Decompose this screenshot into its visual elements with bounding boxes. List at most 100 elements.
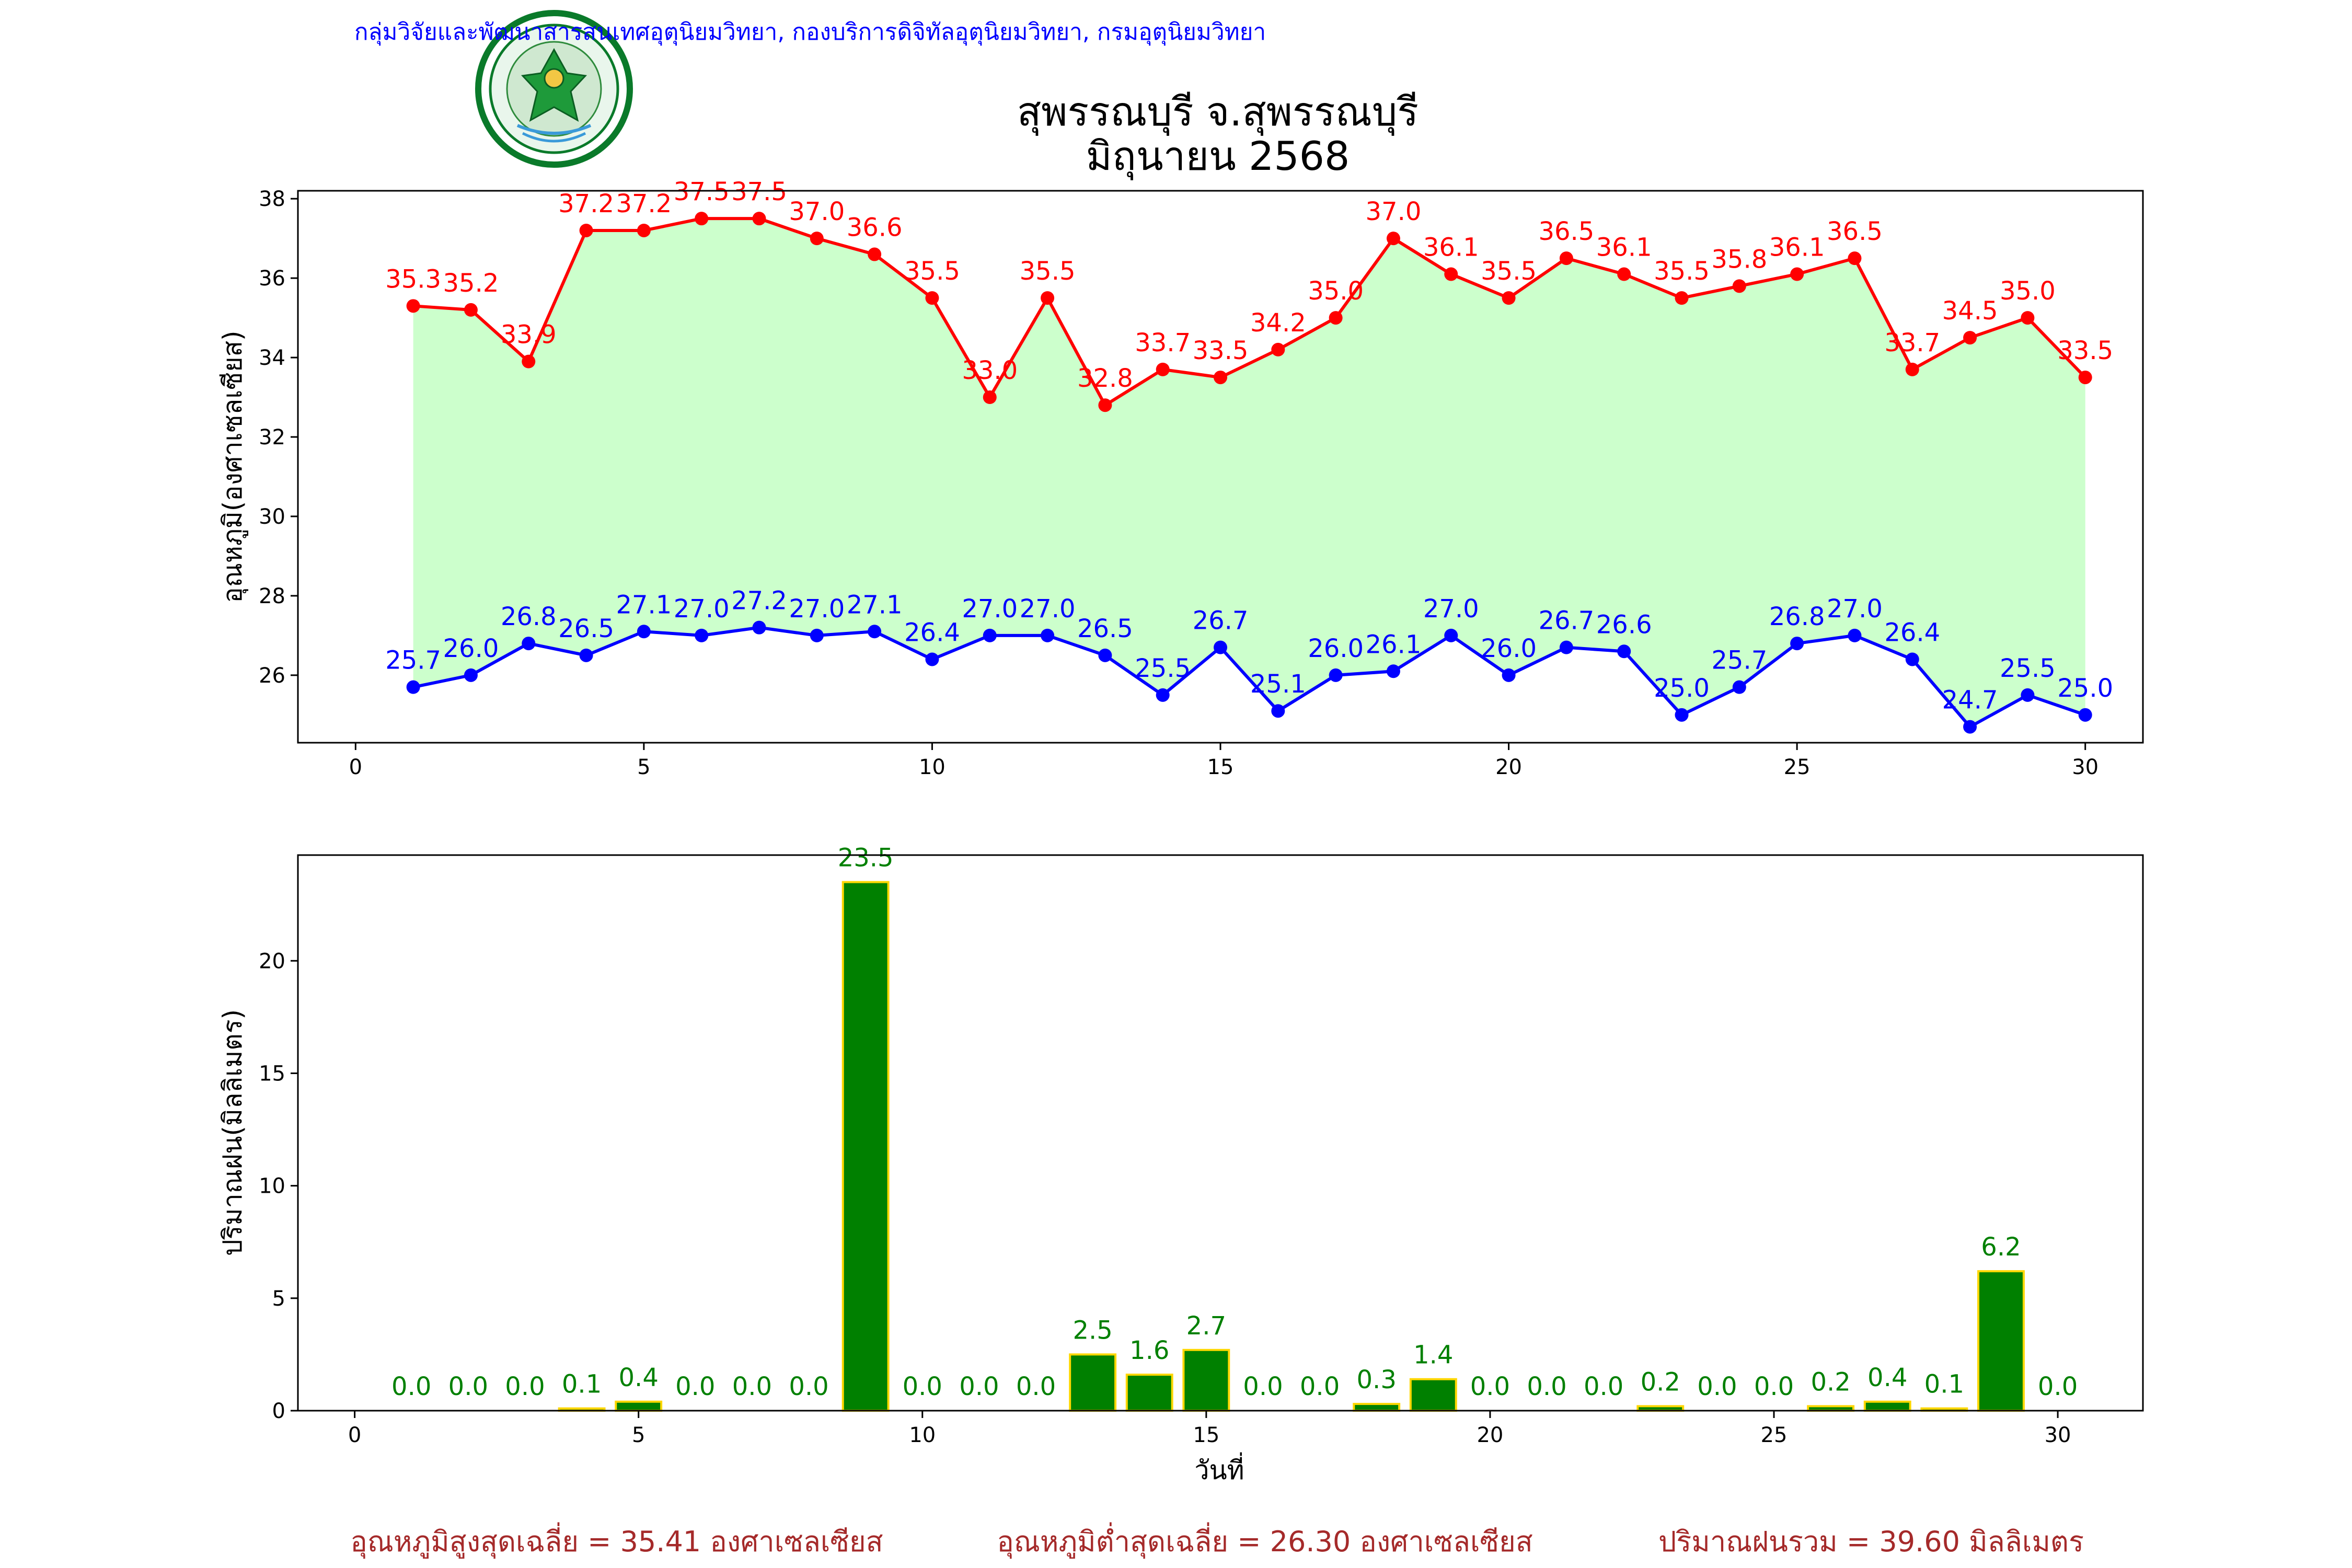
max-temp-point bbox=[810, 232, 824, 246]
temperature-y-tick-label: 38 bbox=[259, 187, 285, 211]
rainfall-bar-label: 0.0 bbox=[1697, 1372, 1737, 1401]
rainfall-x-tick-label: 30 bbox=[2045, 1423, 2071, 1447]
max-temp-label: 37.0 bbox=[789, 197, 845, 226]
temperature-x-tick-label: 5 bbox=[637, 755, 650, 779]
max-temp-point bbox=[464, 303, 478, 317]
min-temp-point bbox=[2078, 708, 2092, 722]
min-temp-point bbox=[637, 625, 651, 639]
rainfall-bar-label: 0.0 bbox=[675, 1372, 715, 1401]
min-temp-label: 26.4 bbox=[1884, 618, 1940, 647]
rainfall-bar bbox=[1125, 1374, 1173, 1412]
max-temp-label: 36.1 bbox=[1423, 233, 1479, 262]
max-temp-point bbox=[1156, 362, 1170, 376]
min-temp-label: 24.7 bbox=[1942, 686, 1998, 715]
min-temp-point bbox=[695, 628, 709, 642]
rainfall-bar bbox=[1353, 1403, 1401, 1412]
temperature-chart: 35.3 35.233.937.2 37.2 37.5 37.537.036.635.5… bbox=[217, 177, 2144, 779]
max-temp-label: 36.1 bbox=[1596, 233, 1652, 262]
min-temp-point bbox=[1675, 708, 1689, 722]
rainfall-bar-label: 0.0 bbox=[1243, 1372, 1283, 1401]
rainfall-bar-label: 0.4 bbox=[1867, 1363, 1907, 1392]
max-temp-label: 33.5 bbox=[1193, 336, 1249, 365]
rainfall-bar-label: 1.6 bbox=[1129, 1336, 1169, 1365]
min-temp-label: 25.5 bbox=[2000, 654, 2056, 683]
rainfall-bar-label: 0.0 bbox=[1527, 1372, 1566, 1401]
max-temp-label: 33.5 bbox=[2057, 336, 2113, 365]
rainfall-bar bbox=[1977, 1270, 2025, 1412]
rainfall-bar-label: 0.1 bbox=[562, 1370, 602, 1399]
min-temp-point bbox=[1271, 704, 1285, 718]
min-temp-label: 27.1 bbox=[616, 590, 672, 619]
rainfall-bar-label: 0.0 bbox=[391, 1372, 431, 1401]
min-temp-point bbox=[1041, 628, 1055, 642]
min-temp-point bbox=[1732, 680, 1746, 694]
max-temp-label: 35.8 bbox=[1711, 245, 1767, 274]
min-temp-point bbox=[925, 652, 939, 666]
rainfall-x-tick-label: 10 bbox=[909, 1423, 936, 1447]
max-temp-label: 37.0 bbox=[1366, 197, 1422, 226]
rainfall-bar-label: 0.0 bbox=[1470, 1372, 1510, 1401]
max-temp-point bbox=[522, 354, 536, 368]
max-temp-line bbox=[413, 217, 2086, 408]
max-temp-label: 36.1 bbox=[1769, 233, 1825, 262]
max-temp-label: 35.3 bbox=[385, 264, 441, 294]
rainfall-bar-label: 0.0 bbox=[505, 1372, 545, 1401]
min-temp-label: 26.0 bbox=[443, 634, 499, 663]
min-temp-label: 26.7 bbox=[1538, 606, 1594, 636]
max-temp-label: 34.5 bbox=[1942, 296, 1998, 326]
rainfall-bar-label: 0.2 bbox=[1641, 1367, 1680, 1397]
max-temp-point bbox=[1502, 291, 1516, 305]
min-temp-line bbox=[413, 626, 2086, 729]
rainfall-x-tick-label: 20 bbox=[1477, 1423, 1503, 1447]
min-temp-point bbox=[1848, 628, 1862, 642]
rainfall-bar-label: 0.3 bbox=[1357, 1365, 1397, 1394]
temperature-range-fill bbox=[413, 218, 2085, 727]
min-temp-label: 26.1 bbox=[1366, 630, 1422, 659]
chart-title: สุพรรณบุรี จ.สุพรรณบุรี bbox=[1017, 88, 1419, 136]
rainfall-bar bbox=[1409, 1378, 1457, 1412]
max-temp-label: 33.9 bbox=[501, 320, 557, 350]
min-temp-point bbox=[1156, 688, 1170, 702]
rainfall-bar-label: 2.5 bbox=[1073, 1316, 1112, 1345]
min-temp-label: 25.5 bbox=[1135, 654, 1191, 683]
rainfall-y-tick-label: 0 bbox=[272, 1399, 285, 1423]
rainfall-bar-label: 2.7 bbox=[1186, 1311, 1226, 1341]
min-temp-label: 26.8 bbox=[501, 602, 557, 631]
rainfall-bar-label: 0.0 bbox=[1584, 1372, 1623, 1401]
rainfall-bar-label: 0.0 bbox=[1016, 1372, 1056, 1401]
rainfall-bar-label: 0.0 bbox=[732, 1372, 772, 1401]
rainfall-bar bbox=[1069, 1353, 1117, 1412]
max-temp-label: 35.5 bbox=[1481, 257, 1537, 286]
rainfall-bar-label: 23.5 bbox=[838, 844, 894, 873]
min-temp-point bbox=[1444, 628, 1458, 642]
max-temp-label: 33.0 bbox=[962, 356, 1018, 385]
rainfall-bar-label: 0.0 bbox=[1754, 1372, 1794, 1401]
max-temp-label: 37.5 bbox=[674, 177, 730, 206]
rainfall-y-axis-label: ปริมาณฝน(มิลลิเมตร) bbox=[217, 1009, 248, 1256]
temperature-x-tick-label: 20 bbox=[1495, 755, 1522, 779]
min-temp-label: 26.5 bbox=[558, 614, 614, 643]
min-temp-label: 26.0 bbox=[1308, 634, 1364, 663]
min-temp-label: 27.2 bbox=[731, 586, 787, 616]
max-temp-point bbox=[1675, 291, 1689, 305]
max-temp-label: 35.5 bbox=[904, 257, 960, 286]
rainfall-bar-label: 0.0 bbox=[448, 1372, 488, 1401]
max-temp-point bbox=[1732, 279, 1746, 293]
max-temp-point bbox=[1848, 251, 1862, 266]
min-temp-point bbox=[810, 628, 824, 642]
temperature-y-tick-label: 32 bbox=[259, 425, 285, 449]
max-temp-label: 36.5 bbox=[1827, 217, 1883, 246]
max-temp-label: 37.5 bbox=[731, 177, 787, 206]
max-temp-point bbox=[1444, 267, 1458, 281]
min-temp-point bbox=[752, 620, 766, 635]
rainfall-x-tick-label: 0 bbox=[348, 1423, 361, 1447]
min-temp-label: 25.0 bbox=[2057, 674, 2113, 703]
min-temp-point bbox=[868, 625, 882, 639]
avg-min-temp-summary: อุณหภูมิต่ำสุดเฉลี่ย = 26.30 องศาเซลเซีย… bbox=[997, 1522, 1532, 1559]
max-temp-point bbox=[1386, 232, 1400, 246]
max-temp-point bbox=[1790, 267, 1804, 281]
min-temp-label: 25.0 bbox=[1654, 674, 1710, 703]
rainfall-bar-label: 0.0 bbox=[2038, 1372, 2078, 1401]
max-temp-label: 32.8 bbox=[1077, 364, 1133, 393]
temperature-y-tick-label: 36 bbox=[259, 267, 285, 291]
